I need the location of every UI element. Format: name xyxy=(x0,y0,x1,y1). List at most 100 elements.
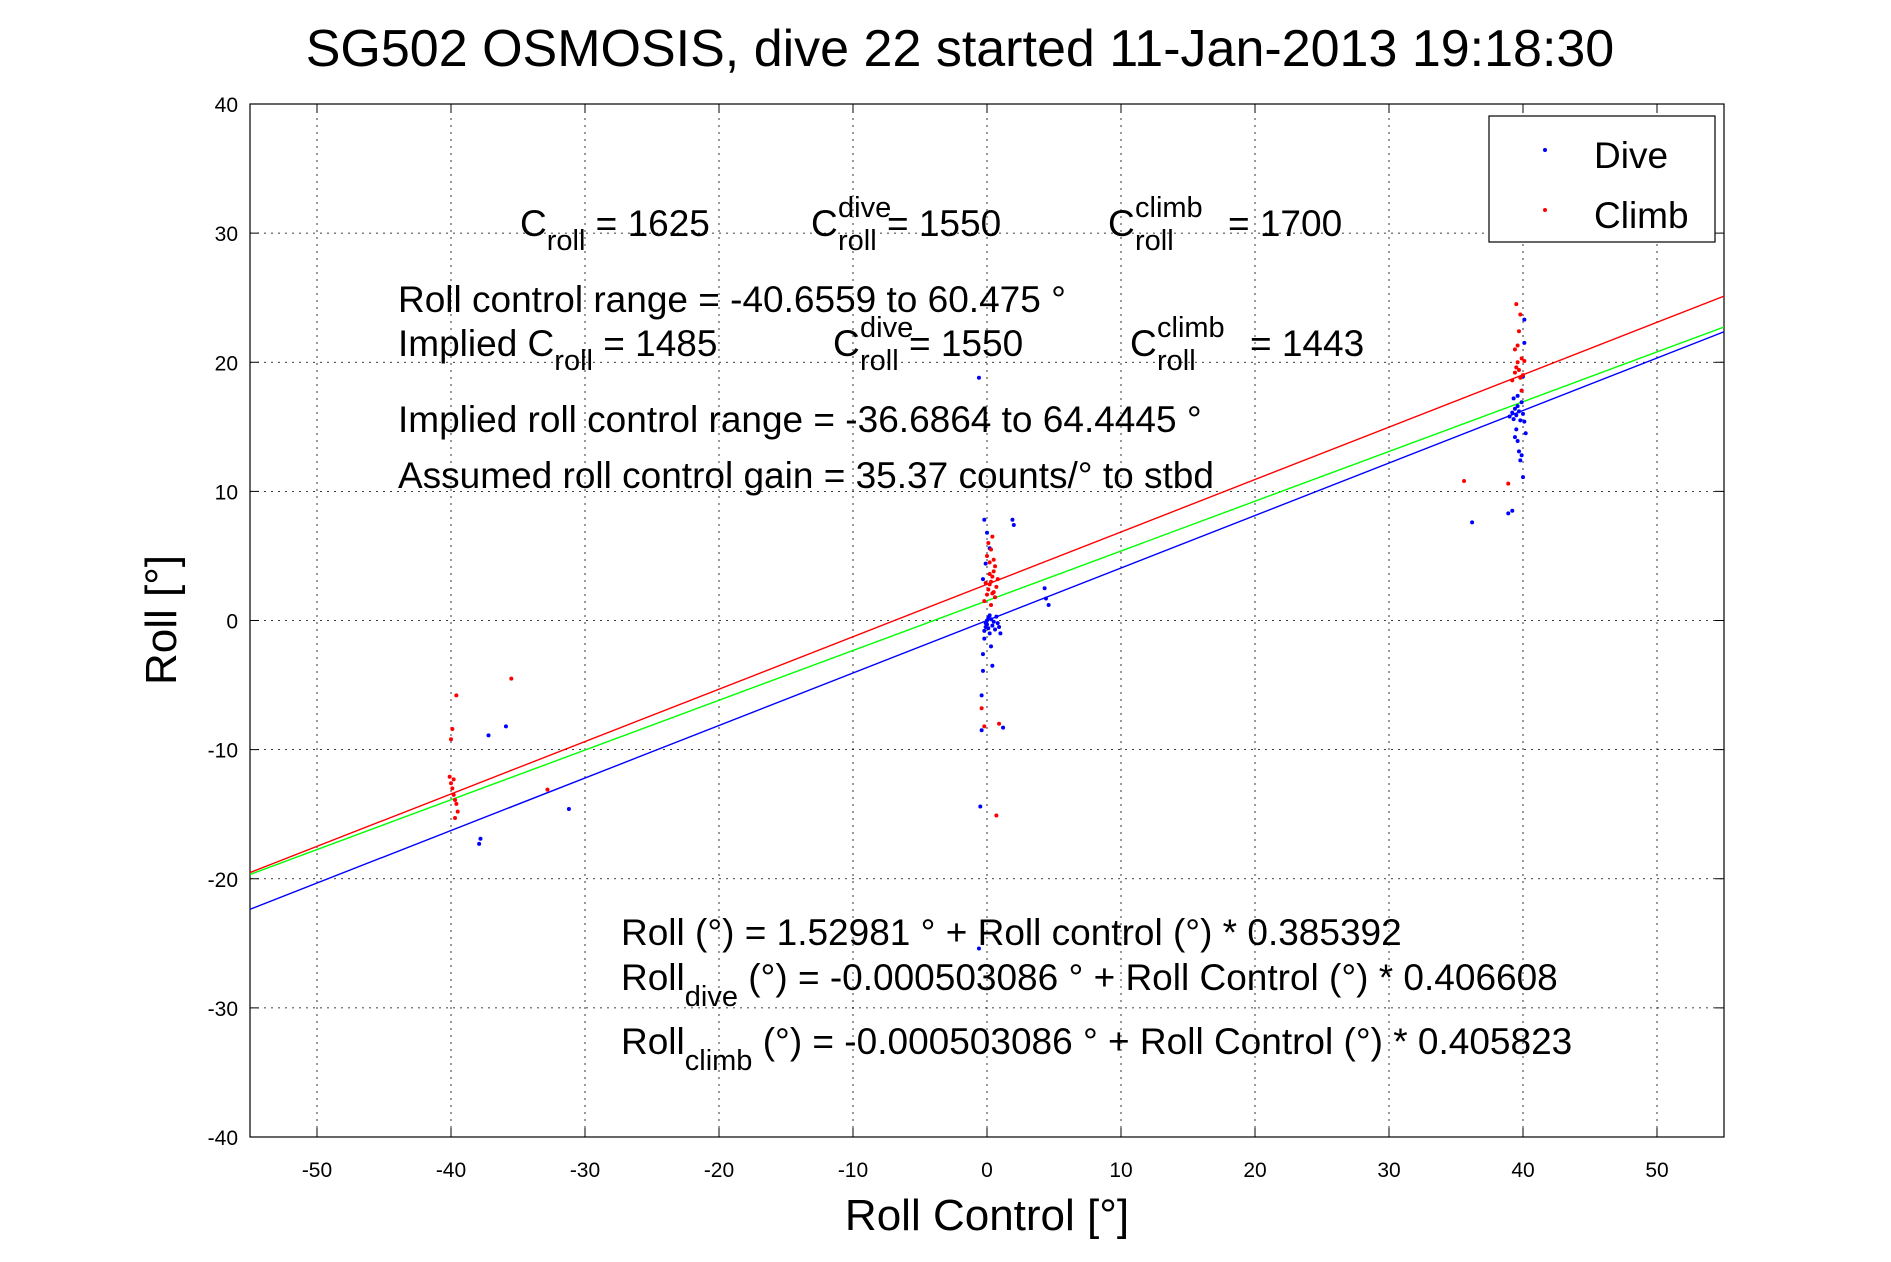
annotation-line1-dive-sub: roll = 1550 xyxy=(838,203,1001,257)
x-tick-label: 10 xyxy=(1109,1159,1132,1182)
point-climb xyxy=(1516,329,1521,334)
y-tick-label: 30 xyxy=(215,223,238,246)
point-dive xyxy=(1510,508,1515,513)
point-climb xyxy=(983,581,988,586)
x-tick-label: 40 xyxy=(1511,1159,1534,1182)
point-climb xyxy=(1506,481,1511,486)
point-dive xyxy=(1515,404,1520,409)
point-dive xyxy=(1046,603,1051,608)
point-dive xyxy=(979,693,984,698)
point-dive xyxy=(1521,475,1525,480)
point-climb xyxy=(989,579,994,584)
point-climb xyxy=(454,801,459,806)
point-dive xyxy=(1518,418,1523,423)
annotation-line3-climb-sub: roll = 1443 xyxy=(1157,323,1364,377)
point-climb xyxy=(1521,373,1525,378)
y-tick-label: 10 xyxy=(215,481,238,504)
annotation-line1-climb: C xyxy=(1108,203,1135,244)
point-climb xyxy=(1512,347,1517,352)
x-tick-label: -50 xyxy=(302,1159,332,1182)
point-dive xyxy=(486,733,491,738)
point-climb xyxy=(451,777,456,782)
y-tick-label: -20 xyxy=(208,869,238,892)
point-dive xyxy=(1515,439,1520,444)
point-climb xyxy=(1515,343,1520,348)
y-tick-label: 20 xyxy=(215,352,238,375)
point-climb xyxy=(454,693,459,698)
annotation-line4: Implied roll control range = -36.6864 to… xyxy=(398,399,1202,440)
point-climb xyxy=(545,787,550,792)
point-dive xyxy=(987,631,992,636)
point-climb xyxy=(982,599,987,604)
y-tick-label: -30 xyxy=(208,998,238,1021)
point-climb xyxy=(993,595,998,600)
point-dive xyxy=(1522,340,1527,345)
point-dive xyxy=(1001,725,1006,730)
x-axis-title: Roll Control [°] xyxy=(845,1191,1129,1240)
point-dive xyxy=(991,619,996,624)
y-axis-ticks: -40 -30 -20 -10 0 10 20 30 40 xyxy=(208,94,1724,1150)
point-dive xyxy=(1516,449,1521,454)
point-climb xyxy=(449,737,453,742)
equation-climb: Rollclimb (°) = -0.000503086 ° + Roll Co… xyxy=(621,1021,1572,1077)
annotation-line3: Implied Croll = 1485 xyxy=(398,323,717,377)
x-tick-label: 50 xyxy=(1645,1159,1668,1182)
annotation-line3-dive: C xyxy=(833,323,860,364)
point-climb xyxy=(990,534,995,539)
point-dive xyxy=(994,614,999,619)
annotations: Croll = 1625 C dive roll = 1550 C climb … xyxy=(398,192,1572,1077)
point-dive xyxy=(1521,411,1525,416)
legend-label-dive: Dive xyxy=(1594,135,1668,176)
point-dive xyxy=(1507,414,1512,419)
point-climb xyxy=(447,774,452,779)
point-dive xyxy=(978,804,983,809)
point-climb xyxy=(986,587,991,592)
x-tick-label: 20 xyxy=(1243,1159,1266,1182)
point-dive xyxy=(478,836,483,841)
point-climb xyxy=(986,541,991,546)
equation-overall: Roll (°) = 1.52981 ° + Roll control (°) … xyxy=(621,912,1402,953)
point-dive xyxy=(1523,431,1528,436)
point-climb xyxy=(982,724,987,729)
annotation-line1: Croll = 1625 xyxy=(520,203,710,257)
point-climb xyxy=(994,813,999,818)
x-tick-label: 30 xyxy=(1377,1159,1400,1182)
legend: Dive Climb xyxy=(1488,115,1716,243)
point-climb xyxy=(991,557,996,562)
point-dive xyxy=(982,628,987,633)
point-dive xyxy=(1514,427,1519,432)
point-climb xyxy=(1519,388,1524,393)
point-dive xyxy=(1043,596,1048,601)
point-dive xyxy=(1042,586,1047,591)
annotation-line3-climb: C xyxy=(1130,323,1157,364)
y-tick-label: 40 xyxy=(215,94,238,117)
point-dive xyxy=(980,652,985,657)
point-dive xyxy=(503,724,508,729)
point-dive xyxy=(980,668,985,673)
point-climb xyxy=(453,816,458,821)
point-dive xyxy=(990,623,995,628)
point-dive xyxy=(1511,417,1516,422)
point-dive xyxy=(1514,413,1519,418)
point-climb xyxy=(455,809,460,814)
point-climb xyxy=(993,564,998,569)
point-climb xyxy=(997,721,1002,726)
annotation-line2: Roll control range = -40.6559 to 60.475 … xyxy=(398,279,1066,320)
point-dive xyxy=(566,807,571,812)
annotation-line5: Assumed roll control gain = 35.37 counts… xyxy=(398,455,1214,496)
x-tick-label: 0 xyxy=(981,1159,993,1182)
legend-marker-dive xyxy=(1543,148,1547,152)
point-dive xyxy=(998,631,1003,636)
point-dive xyxy=(1512,435,1517,440)
equation-dive: Rolldive (°) = -0.000503086 ° + Roll Con… xyxy=(621,957,1558,1013)
point-dive xyxy=(985,530,989,535)
point-climb xyxy=(985,592,989,597)
point-dive xyxy=(1519,400,1524,405)
annotation-line3-dive-sup: dive xyxy=(860,312,913,344)
point-climb xyxy=(1519,356,1524,361)
point-dive xyxy=(980,577,985,582)
point-climb xyxy=(979,706,984,711)
point-dive xyxy=(997,624,1002,629)
point-dive xyxy=(990,663,995,668)
point-dive xyxy=(1506,511,1511,516)
